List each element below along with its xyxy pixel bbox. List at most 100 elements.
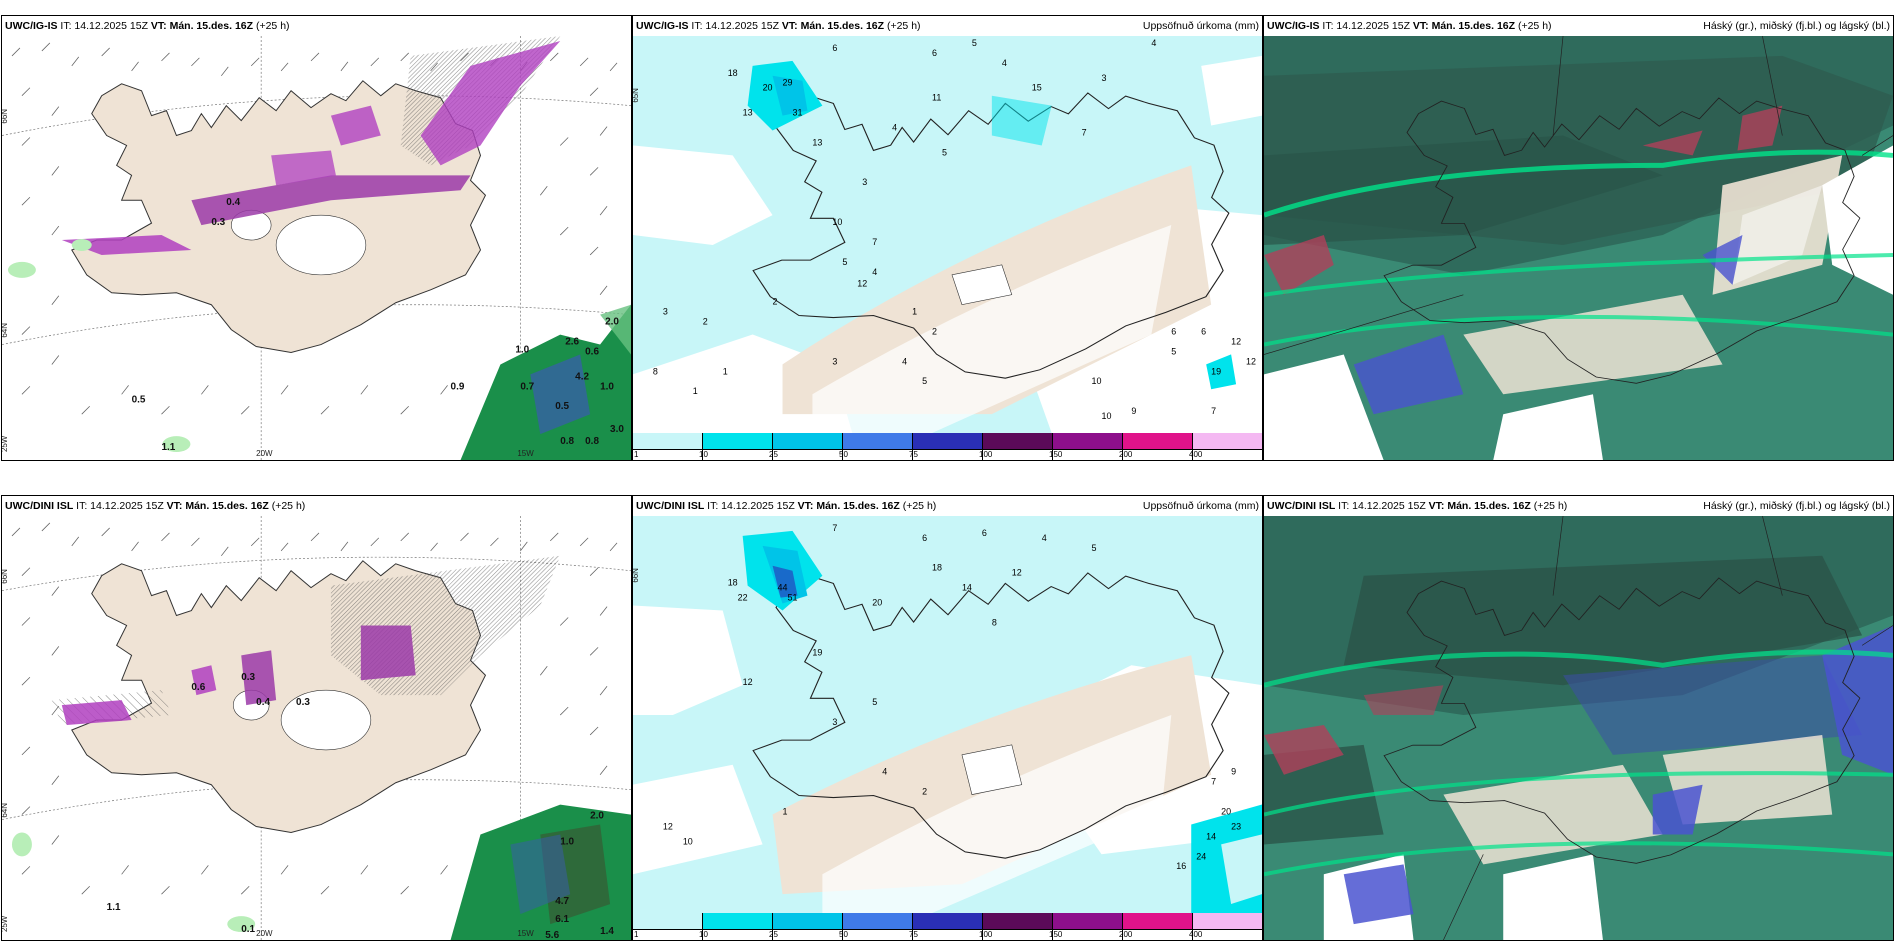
svg-text:5: 5 (972, 38, 977, 48)
svg-text:7: 7 (1082, 128, 1087, 138)
svg-text:24: 24 (1196, 851, 1206, 861)
colorbar-label: 75 (909, 930, 918, 939)
svg-text:1.0: 1.0 (600, 381, 614, 392)
svg-text:12: 12 (1246, 356, 1256, 366)
svg-text:66N: 66N (2, 569, 9, 584)
colorbar-label: 10 (699, 450, 708, 459)
colorbar-seg: 150 (1049, 433, 1123, 460)
svg-text:18: 18 (728, 68, 738, 78)
colorbar-swatch (633, 433, 702, 450)
colorbar-swatch (1123, 913, 1192, 930)
svg-text:1.4: 1.4 (600, 926, 614, 937)
panel-header: UWC/IG-IS IT: 14.12.2025 15Z VT: Mán. 15… (1264, 16, 1893, 36)
panel-row1-accumulated-precip: UWC/IG-IS IT: 14.12.2025 15Z VT: Mán. 15… (632, 15, 1263, 461)
svg-text:14: 14 (962, 583, 972, 593)
lat-label: 65N (633, 88, 640, 103)
svg-text:20: 20 (763, 83, 773, 93)
map-area: 66N 64N 25W 20W 15W 0.6 0.3 0.4 0.3 2.0 1.1 1… (2, 516, 631, 940)
map-area (1264, 516, 1893, 940)
svg-text:7: 7 (1211, 777, 1216, 787)
svg-text:2: 2 (773, 297, 778, 307)
svg-text:31: 31 (792, 108, 802, 118)
colorbar-swatch (1053, 433, 1122, 450)
panel-row2-clouds: UWC/DINI ISL IT: 14.12.2025 15Z VT: Mán.… (1263, 495, 1894, 941)
colorbar-seg: 400 (1189, 433, 1262, 460)
svg-text:6: 6 (832, 43, 837, 53)
svg-text:0.5: 0.5 (555, 401, 569, 412)
map-svg: 66N 64N 25W 20W 15W 0.40.30.5 1.00.9 0.7 … (2, 36, 631, 460)
init-time: IT: 14.12.2025 15Z (691, 20, 779, 32)
colorbar-label: 400 (1189, 450, 1203, 459)
colorbar-swatch (983, 433, 1052, 450)
svg-text:0.3: 0.3 (211, 217, 225, 228)
model-name: UWC/IG-IS (5, 20, 58, 32)
panel-row2-wind-precip: UWC/DINI ISL IT: 14.12.2025 15Z VT: Mán.… (1, 495, 632, 941)
colorbar-seg: 10 (699, 913, 773, 940)
valid-time: VT: Mán. 15.des. 16Z (797, 500, 900, 512)
colorbar-seg: 400 (1189, 913, 1262, 940)
panel-row1-wind-precip: UWC/IG-IS IT: 14.12.2025 15Z VT: Mán. 15… (1, 15, 632, 461)
svg-text:12: 12 (663, 821, 673, 831)
panel-header: UWC/IG-IS IT: 14.12.2025 15Z VT: Mán. 15… (633, 16, 1262, 36)
svg-text:5: 5 (1092, 543, 1097, 553)
map-svg (1264, 36, 1893, 460)
svg-text:1.0: 1.0 (560, 836, 574, 847)
model-name: UWC/DINI ISL (5, 500, 74, 512)
init-time: IT: 14.12.2025 15Z (1338, 500, 1426, 512)
model-name: UWC/DINI ISL (1267, 500, 1336, 512)
svg-text:13: 13 (743, 108, 753, 118)
lead-time: (+25 h) (255, 20, 290, 32)
svg-text:6: 6 (932, 48, 937, 58)
lat-label: 66N (633, 568, 640, 583)
svg-text:1: 1 (783, 807, 788, 817)
svg-text:20W: 20W (256, 449, 273, 458)
svg-text:1.1: 1.1 (107, 902, 121, 913)
svg-text:7: 7 (1211, 406, 1216, 416)
colorbar: 1 10 25 50 75 100 150 200 400 (633, 433, 1262, 460)
colorbar-label: 1 (634, 930, 639, 939)
svg-text:6: 6 (982, 528, 987, 538)
colorbar-seg: 10 (699, 433, 773, 460)
svg-text:2.0: 2.0 (605, 317, 619, 328)
colorbar-label: 200 (1119, 930, 1133, 939)
svg-text:16: 16 (1176, 861, 1186, 871)
svg-text:3: 3 (832, 356, 837, 366)
svg-text:1: 1 (912, 307, 917, 317)
colorbar-seg: 200 (1119, 913, 1193, 940)
svg-text:64N: 64N (2, 803, 9, 818)
colorbar-label: 150 (1049, 930, 1063, 939)
panel-title: Háský (gr.), miðský (fj.bl.) og lágský (… (1703, 20, 1890, 32)
colorbar-label: 50 (839, 930, 848, 939)
colorbar-label: 200 (1119, 450, 1133, 459)
svg-text:0.6: 0.6 (191, 682, 205, 693)
svg-text:3: 3 (862, 177, 867, 187)
panel-header: UWC/IG-IS IT: 14.12.2025 15Z VT: Mán. 15… (2, 16, 631, 36)
svg-text:0.8: 0.8 (560, 436, 574, 447)
panel-header: UWC/DINI ISL IT: 14.12.2025 15Z VT: Mán.… (1264, 496, 1893, 516)
colorbar-swatch (633, 913, 702, 930)
colorbar-swatch (983, 913, 1052, 930)
svg-text:3: 3 (832, 717, 837, 727)
svg-text:9: 9 (1131, 406, 1136, 416)
svg-text:19: 19 (1211, 366, 1221, 376)
svg-text:44: 44 (778, 583, 788, 593)
colorbar-label: 25 (769, 930, 778, 939)
svg-text:64N: 64N (2, 323, 9, 338)
svg-text:6: 6 (922, 533, 927, 543)
init-time: IT: 14.12.2025 15Z (76, 500, 164, 512)
svg-text:0.9: 0.9 (451, 381, 465, 392)
panel-row2-accumulated-precip: UWC/DINI ISL IT: 14.12.2025 15Z VT: Mán.… (632, 495, 1263, 941)
colorbar-seg: 75 (909, 913, 983, 940)
colorbar: 1 10 25 50 75 100 150 200 400 (633, 913, 1262, 940)
svg-text:2.0: 2.0 (590, 811, 604, 822)
svg-text:20: 20 (872, 598, 882, 608)
colorbar-swatch (1193, 913, 1262, 930)
svg-text:2: 2 (703, 317, 708, 327)
svg-text:0.4: 0.4 (256, 697, 270, 708)
svg-text:0.8: 0.8 (585, 436, 599, 447)
model-name: UWC/IG-IS (1267, 20, 1320, 32)
